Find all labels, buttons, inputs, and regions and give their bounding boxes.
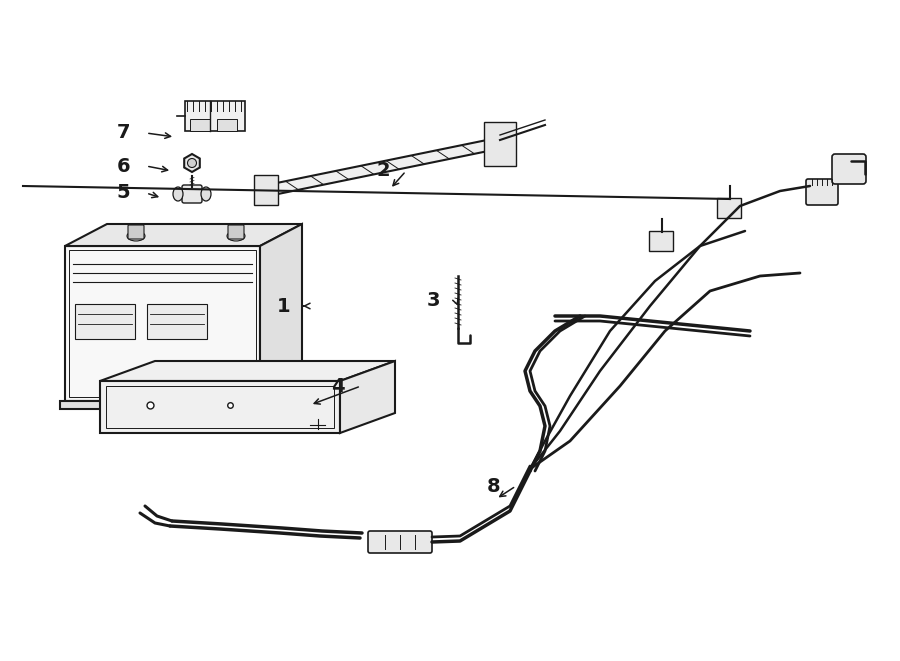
Polygon shape: [269, 139, 491, 196]
Ellipse shape: [127, 231, 145, 241]
FancyBboxPatch shape: [190, 119, 210, 131]
Text: 6: 6: [116, 157, 130, 176]
Polygon shape: [265, 390, 286, 409]
FancyBboxPatch shape: [75, 304, 135, 339]
FancyBboxPatch shape: [147, 304, 207, 339]
Polygon shape: [340, 361, 395, 433]
Polygon shape: [100, 361, 395, 381]
Polygon shape: [260, 224, 302, 401]
FancyBboxPatch shape: [228, 225, 244, 239]
Ellipse shape: [227, 231, 245, 241]
Ellipse shape: [201, 187, 211, 201]
Circle shape: [187, 159, 196, 167]
Text: 7: 7: [116, 124, 130, 143]
Text: 8: 8: [486, 477, 500, 496]
FancyBboxPatch shape: [806, 179, 838, 205]
FancyBboxPatch shape: [182, 185, 202, 203]
FancyBboxPatch shape: [217, 119, 237, 131]
FancyBboxPatch shape: [649, 231, 673, 251]
Polygon shape: [184, 154, 200, 172]
Ellipse shape: [173, 187, 183, 201]
Text: 5: 5: [116, 184, 130, 202]
Polygon shape: [100, 381, 340, 433]
Text: 3: 3: [427, 292, 440, 311]
FancyBboxPatch shape: [128, 225, 144, 239]
FancyBboxPatch shape: [254, 175, 278, 205]
FancyBboxPatch shape: [484, 122, 516, 166]
Polygon shape: [65, 246, 260, 401]
Polygon shape: [65, 224, 302, 246]
Polygon shape: [60, 401, 265, 409]
Text: 2: 2: [376, 161, 390, 180]
FancyBboxPatch shape: [717, 198, 741, 218]
FancyBboxPatch shape: [368, 531, 432, 553]
FancyBboxPatch shape: [185, 101, 245, 131]
Text: 1: 1: [276, 297, 290, 315]
FancyBboxPatch shape: [832, 154, 866, 184]
Text: 4: 4: [331, 377, 345, 395]
